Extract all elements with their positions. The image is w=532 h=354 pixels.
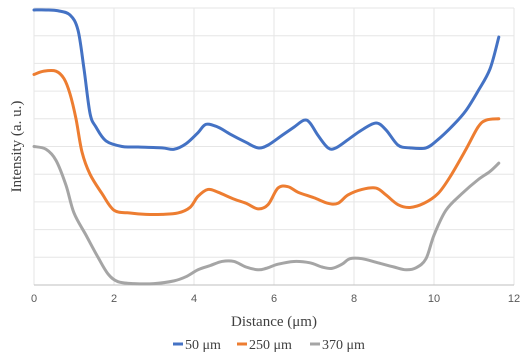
x-tick-labels: 0 2 4 6 8 10 12 [31,293,520,305]
legend-label-3: 370 μm [322,338,365,353]
x-tick-label: 6 [271,293,277,305]
x-tick-label: 4 [191,293,197,305]
x-tick-label: 2 [111,293,117,305]
legend-label-2: 250 μm [249,338,292,353]
grid [33,7,515,285]
x-tick-label: 12 [508,293,520,305]
legend-label-1: 50 μm [185,338,221,353]
x-tick-label: 0 [31,293,37,305]
series-line-2 [32,68,501,217]
series-line-3 [32,145,501,286]
series-line-1 [32,8,501,151]
x-axis-title: Distance (μm) [231,314,317,330]
x-tick-label: 8 [351,293,357,305]
legend: 50 μm 250 μm 370 μm [173,338,365,353]
x-tick-label: 10 [428,293,440,305]
series-lines [32,8,501,286]
y-axis-title: Intensity (a. u.) [9,101,25,193]
